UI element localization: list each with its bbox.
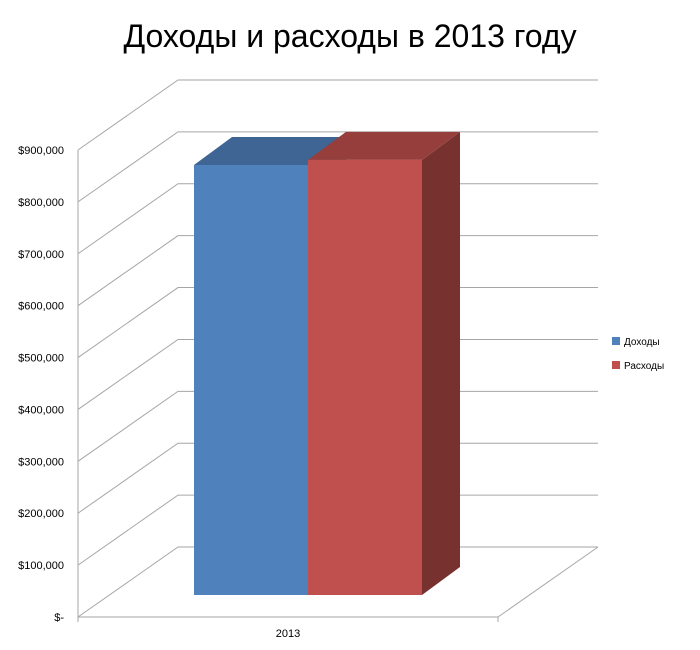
y-tick-label: $300,000 xyxy=(18,456,64,468)
y-tick-label: $800,000 xyxy=(18,197,64,209)
floor-edge xyxy=(497,546,599,618)
y-tick-label: $500,000 xyxy=(18,353,64,365)
legend-swatch xyxy=(612,361,620,369)
x-tick-label: 2013 xyxy=(276,628,300,640)
bar-side-Расходы xyxy=(422,131,460,595)
bar-Расходы xyxy=(308,159,422,595)
y-tick-label: $700,000 xyxy=(18,249,64,261)
legend-swatch xyxy=(612,337,620,345)
legend-label: Расходы xyxy=(624,361,664,372)
y-tick-label: $600,000 xyxy=(18,301,64,313)
gridline xyxy=(77,79,598,151)
bar-top-Доходы xyxy=(194,137,346,165)
bar-top-Расходы xyxy=(308,131,460,160)
y-tick-label: $400,000 xyxy=(18,404,64,416)
y-tick-label: $100,000 xyxy=(18,560,64,572)
y-tick-label: $200,000 xyxy=(18,508,64,520)
bar-Доходы xyxy=(194,165,308,595)
y-tick-label: $- xyxy=(54,612,64,624)
legend-label: Доходы xyxy=(624,337,660,348)
y-tick-label: $900,000 xyxy=(18,145,64,157)
chart-title: Доходы и расходы в 2013 году xyxy=(123,18,577,54)
